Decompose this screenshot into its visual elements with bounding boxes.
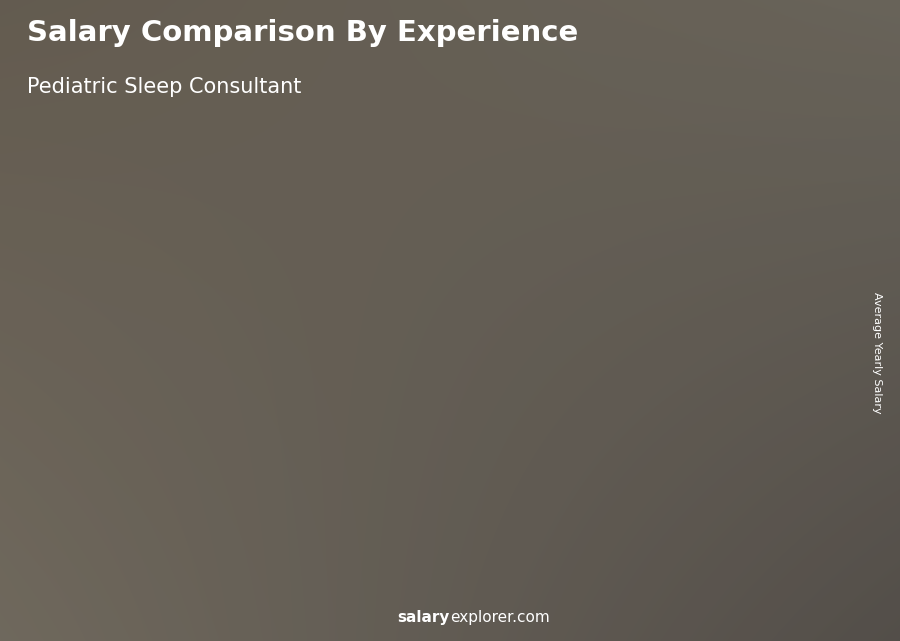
Bar [721,237,727,558]
Bar [738,26,788,64]
Bar [461,285,542,558]
Bar [721,0,802,245]
Text: 114,000 USD: 114,000 USD [588,237,675,249]
Bar [71,283,152,422]
Bar [738,71,864,77]
Bar [738,96,864,103]
Bar [738,32,864,38]
Bar [738,38,864,45]
Bar [461,18,542,291]
Text: Average Yearly Salary: Average Yearly Salary [872,292,883,413]
Bar [738,26,864,32]
Bar [202,382,208,558]
Bar [738,64,864,71]
Bar [272,382,282,558]
Bar [402,326,412,558]
Text: +18%: +18% [408,226,465,244]
Bar [738,51,864,58]
Text: 87,300 USD: 87,300 USD [332,307,410,320]
Bar [738,58,864,64]
Bar [738,90,864,96]
Bar [591,255,598,558]
Text: 103,000 USD: 103,000 USD [458,266,545,279]
Text: Pediatric Sleep Consultant: Pediatric Sleep Consultant [27,77,302,97]
Bar [792,237,802,558]
Bar [591,0,671,263]
Bar [591,255,671,558]
Bar [662,255,671,558]
Bar [738,45,864,51]
Text: explorer.com: explorer.com [450,610,550,625]
Bar [202,211,282,387]
Text: +11%: +11% [537,197,596,215]
Bar [331,101,412,332]
Bar [71,419,152,558]
Text: 52,400 USD: 52,400 USD [72,400,151,413]
Bar [71,419,77,558]
Bar [202,382,282,558]
Bar [721,237,802,558]
Text: 121,000 USD: 121,000 USD [718,218,806,231]
Text: Salary Comparison By Experience: Salary Comparison By Experience [27,19,578,47]
Text: +6%: +6% [674,178,719,196]
Text: +32%: +32% [277,268,336,286]
Bar [142,419,152,558]
Bar [532,285,542,558]
Bar [461,285,468,558]
Bar [738,77,864,83]
Text: 66,200 USD: 66,200 USD [202,363,281,376]
Bar [331,326,338,558]
Bar [738,83,864,90]
Text: salary: salary [398,610,450,625]
Bar [331,326,412,558]
Text: +26%: +26% [148,324,205,342]
Bar [738,103,864,109]
